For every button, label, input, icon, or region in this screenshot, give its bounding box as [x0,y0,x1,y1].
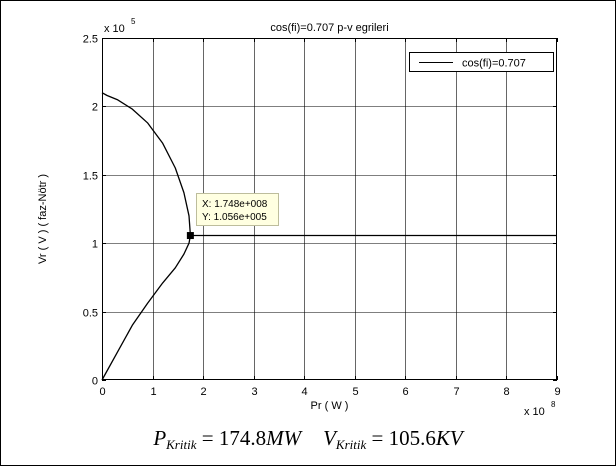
data-tip[interactable]: X: 1.748e+008 Y: 1.056e+005 [186,193,279,240]
y-tick-label: 2.5 [83,34,98,46]
x-tick-label: 2 [200,386,206,398]
v-subscript: Kritik [335,437,367,452]
v-value: = 105.6 [366,426,436,450]
data-tip-marker[interactable] [186,232,194,240]
y-tick-label: 1 [92,239,98,251]
x-exponent-power: 8 [551,400,556,409]
y-tick-label: 0 [92,376,98,388]
x-tick-label: 5 [352,386,358,398]
x-tick-label: 6 [402,386,408,398]
series-group [101,92,557,381]
data-tip-x-value: X: 1.748e+008 [202,199,268,210]
p-subscript: Kritik [166,437,197,452]
p-symbol: P [153,426,167,450]
data-tip-box [196,193,279,226]
y-tick-label: 0.5 [83,308,98,320]
y-tick-label: 2 [92,102,98,114]
x-tick-label: 4 [301,386,307,398]
legend[interactable]: cos(fi)=0.707 [409,52,554,72]
y-exponent: x 10 5 [104,17,136,35]
x-tick-label: 1 [150,386,156,398]
x-tick-label: 0 [99,386,105,398]
pv-curve-line [101,92,192,381]
v-symbol: V [323,426,336,450]
x-exponent-base: x 10 [524,406,545,418]
legend-label: cos(fi)=0.707 [462,58,526,70]
y-axis-label: Vr ( V ) ( faz-Nötr ) [37,174,49,264]
plot-area [102,38,557,380]
data-tip-y-value: Y: 1.056e+005 [202,212,267,223]
p-unit: MW [266,426,302,450]
x-axis-label: Pr ( W ) [311,400,349,412]
y-tick-label: 1.5 [83,171,98,183]
chart-title: cos(fi)=0.707 p-v egrileri [270,22,388,34]
x-tick-label: 8 [503,386,509,398]
critical-values-formula: PKritik = 174.8MW VKritik = 105.6KV [1,426,615,453]
pv-chart: 0 1 2 3 4 5 6 7 8 9 0 0.5 1 1.5 2 2.5 cos(fi)=0.707 p-v… [37,17,561,418]
x-tick-label: 3 [251,386,257,398]
y-exponent-base: x 10 [104,23,125,35]
legend-box [409,52,554,72]
x-tick-label: 9 [554,386,560,398]
plot-border [102,38,557,380]
p-value: = 174.8 [196,426,267,450]
x-exponent: x 10 8 [524,400,556,418]
x-tick-label: 7 [453,386,459,398]
ticks: 0 1 2 3 4 5 6 7 8 9 0 0.5 1 1.5 2 2.5 [83,34,561,399]
y-exponent-power: 5 [131,17,136,26]
v-unit: KV [435,426,463,450]
